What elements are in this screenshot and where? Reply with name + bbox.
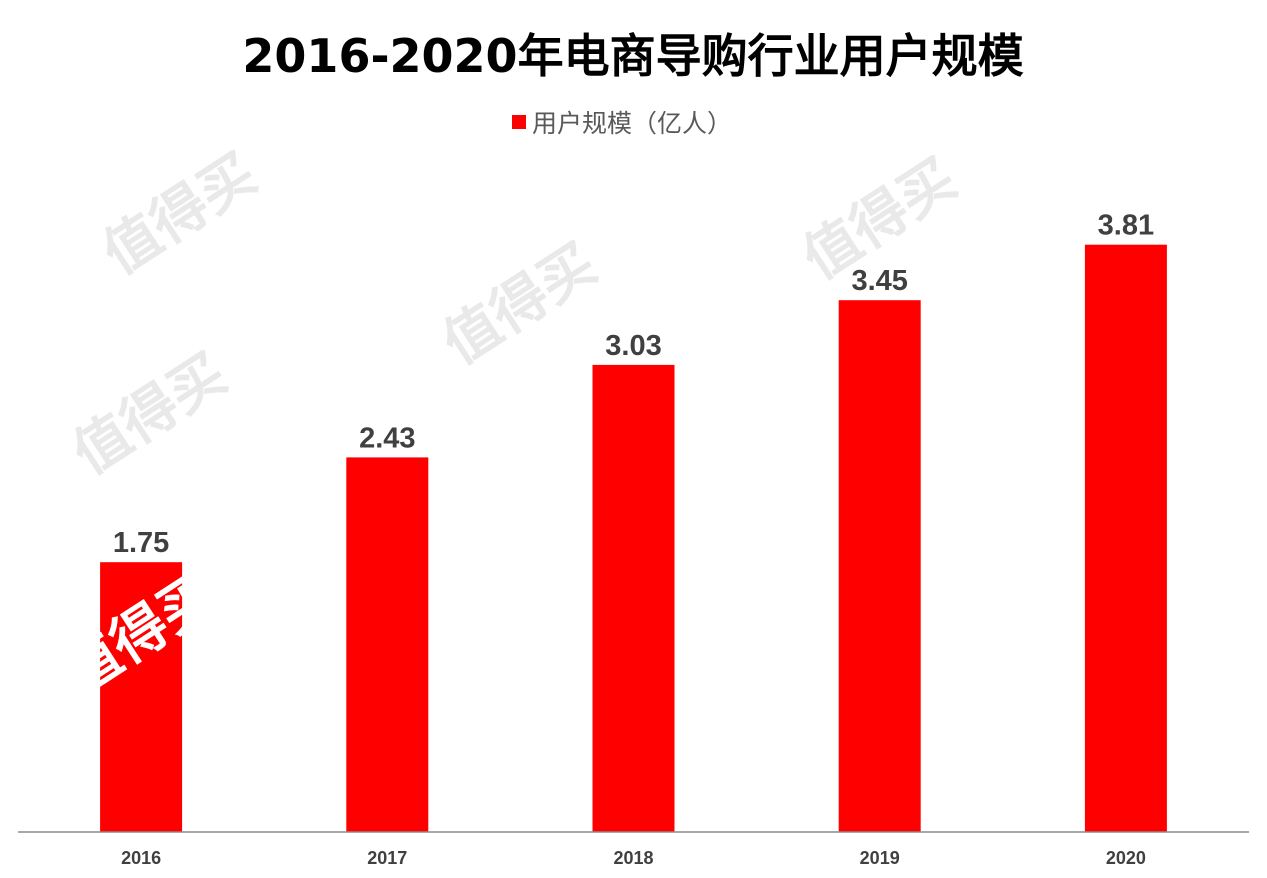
x-tick-label-2019: 2019: [860, 848, 900, 868]
bar-2016: [100, 562, 183, 832]
legend: 用户规模（亿人）: [512, 109, 732, 138]
x-tick-label-2016: 2016: [121, 848, 161, 868]
data-label-2017: 2.43: [359, 422, 415, 454]
x-axis-tick-labels: 2016 2017 2018 2019 2020: [121, 848, 1146, 868]
watermark: 值得买: [432, 231, 608, 377]
watermark: 值得买: [62, 341, 238, 487]
bar-2020: [1084, 244, 1167, 832]
legend-label: 用户规模（亿人）: [532, 109, 732, 138]
bar-2019: [838, 300, 921, 832]
x-tick-label-2020: 2020: [1106, 848, 1146, 868]
watermark-layer: 值得买 值得买 值得买 值得买: [62, 141, 968, 487]
x-tick-label-2017: 2017: [367, 848, 407, 868]
legend-swatch: [512, 115, 526, 129]
data-label-2018: 3.03: [605, 330, 661, 362]
chart-title: 2016-2020年电商导购行业用户规模: [242, 29, 1023, 83]
bar-2017: [346, 457, 429, 832]
bar-2018: [592, 364, 675, 832]
data-label-2016: 1.75: [113, 527, 169, 559]
watermark: 值得买: [92, 141, 268, 287]
bar-series: [100, 244, 1167, 832]
data-label-2019: 3.45: [851, 265, 907, 297]
x-tick-label-2018: 2018: [613, 848, 653, 868]
data-labels: 1.75 2.43 3.03 3.45 3.81: [113, 210, 1154, 560]
data-label-2020: 3.81: [1098, 210, 1154, 242]
